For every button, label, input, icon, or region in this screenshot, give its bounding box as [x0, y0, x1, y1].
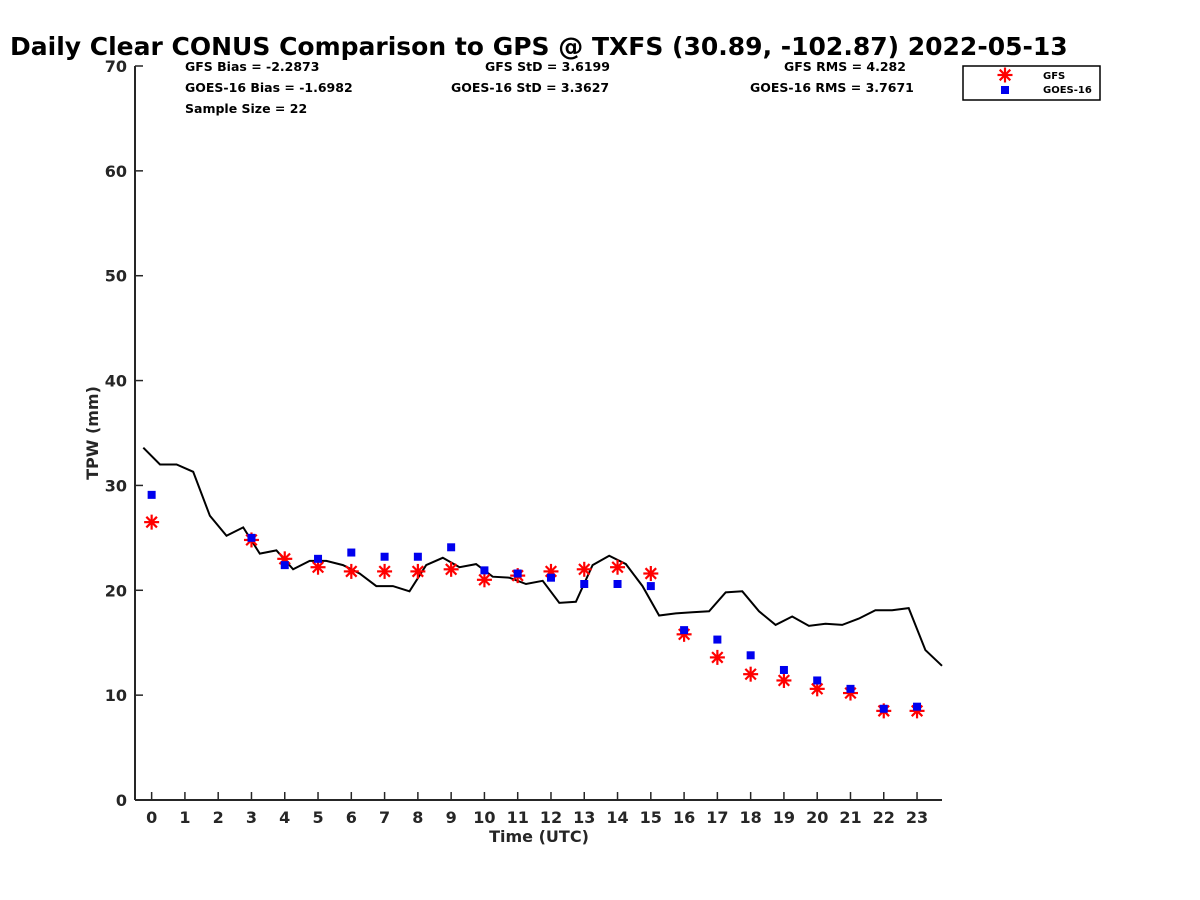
goes-16-point [314, 554, 323, 563]
x-ticks: 0 1 2 3 4 5 6 7 8 9 10 11 12 13 14 15 16 17 18 19 20 21 22 23 [146, 792, 928, 827]
gfs-point [610, 559, 626, 575]
goes-16-point [879, 704, 888, 713]
goes-16-point [813, 676, 822, 685]
y-ticks: 0 10 20 30 40 50 60 70 [105, 57, 143, 810]
goes-16-point [913, 702, 922, 711]
gfs-point [377, 563, 393, 579]
legend-gfs-asterisk [997, 67, 1013, 83]
x-tick-label: 16 [673, 808, 695, 827]
goes-16-point [147, 490, 156, 499]
y-tick-label: 60 [105, 162, 127, 181]
x-tick-label: 15 [640, 808, 662, 827]
gfs-point [410, 563, 426, 579]
goes-16-point [380, 552, 389, 561]
x-tick-label: 6 [346, 808, 357, 827]
y-tick-label: 30 [105, 476, 127, 495]
x-tick-label: 8 [412, 808, 423, 827]
series-gps-line [142, 446, 943, 667]
y-tick-label: 40 [105, 372, 127, 391]
x-tick-label: 9 [446, 808, 457, 827]
gfs-point [144, 514, 160, 530]
sample-size-label: Sample Size = 22 [185, 101, 307, 116]
x-tick-label: 2 [213, 808, 224, 827]
x-tick-label: 19 [773, 808, 795, 827]
legend-gfs-marker [997, 67, 1013, 83]
x-tick-label: 3 [246, 808, 257, 827]
goes-16-point [613, 579, 622, 588]
plot-area [142, 446, 943, 719]
goes-16-point [280, 561, 289, 570]
gfs-bias-label: GFS Bias = -2.2873 [185, 59, 319, 74]
gfs-point [443, 561, 459, 577]
gfs-std-label: GFS StD = 3.6199 [485, 59, 610, 74]
gfs-point [576, 561, 592, 577]
gfs-rms-label: GFS RMS = 4.282 [784, 59, 906, 74]
goes-16-point [480, 566, 489, 575]
goes-bias-label: GOES-16 Bias = -1.6982 [185, 80, 353, 95]
gfs-point [476, 572, 492, 588]
x-axis-label: Time (UTC) [489, 827, 589, 846]
goes-16-point [846, 684, 855, 693]
gfs-point [709, 649, 725, 665]
y-tick-label: 0 [116, 791, 127, 810]
goes-rms-label: GOES-16 RMS = 3.7671 [750, 80, 914, 95]
x-tick-label: 5 [312, 808, 323, 827]
x-tick-label: 10 [473, 808, 495, 827]
x-tick-label: 4 [279, 808, 290, 827]
goes-16-point [513, 569, 522, 578]
legend-goes-marker [1001, 86, 1009, 94]
y-tick-label: 20 [105, 581, 127, 600]
legend-goes-square [1001, 86, 1009, 94]
legend-box [962, 65, 1101, 101]
y-tick-label: 10 [105, 686, 127, 705]
goes-16-point [247, 533, 256, 542]
x-tick-label: 20 [806, 808, 828, 827]
goes-16-point [413, 552, 422, 561]
x-tick-label: 22 [873, 808, 895, 827]
goes-16-point [447, 543, 456, 552]
x-tick-label: 11 [507, 808, 529, 827]
y-tick-label: 50 [105, 267, 127, 286]
gfs-point [343, 563, 359, 579]
x-tick-label: 7 [379, 808, 390, 827]
chart-title: Daily Clear CONUS Comparison to GPS @ TX… [10, 32, 1068, 61]
x-tick-label: 18 [740, 808, 762, 827]
goes-16-point [546, 573, 555, 582]
x-tick-label: 17 [706, 808, 728, 827]
stats-panel: GFS Bias = -2.2873 GOES-16 Bias = -1.698… [185, 59, 914, 116]
x-tick-label: 13 [573, 808, 595, 827]
x-tick-label: 0 [146, 808, 157, 827]
x-tick-label: 1 [179, 808, 190, 827]
x-tick-label: 12 [540, 808, 562, 827]
gfs-point [776, 672, 792, 688]
legend-goes-label: GOES-16 [1043, 85, 1092, 96]
goes-16-point [746, 651, 755, 660]
goes-16-point [779, 665, 788, 674]
x-tick-label: 21 [839, 808, 861, 827]
goes-16-point [580, 579, 589, 588]
axes [134, 66, 942, 801]
gfs-point [743, 666, 759, 682]
y-axis-label: TPW (mm) [83, 386, 102, 480]
gfs-point [643, 566, 659, 582]
goes-16-point [347, 548, 356, 557]
legend: GFS GOES-16 [962, 65, 1101, 101]
x-tick-label: 14 [606, 808, 628, 827]
goes-16-point [680, 626, 689, 635]
y-tick-label: 70 [105, 57, 127, 76]
goes-16-point [713, 635, 722, 644]
goes-std-label: GOES-16 StD = 3.3627 [451, 80, 609, 95]
legend-gfs-label: GFS [1043, 71, 1065, 82]
goes-16-point [646, 582, 655, 591]
x-tick-label: 23 [906, 808, 928, 827]
